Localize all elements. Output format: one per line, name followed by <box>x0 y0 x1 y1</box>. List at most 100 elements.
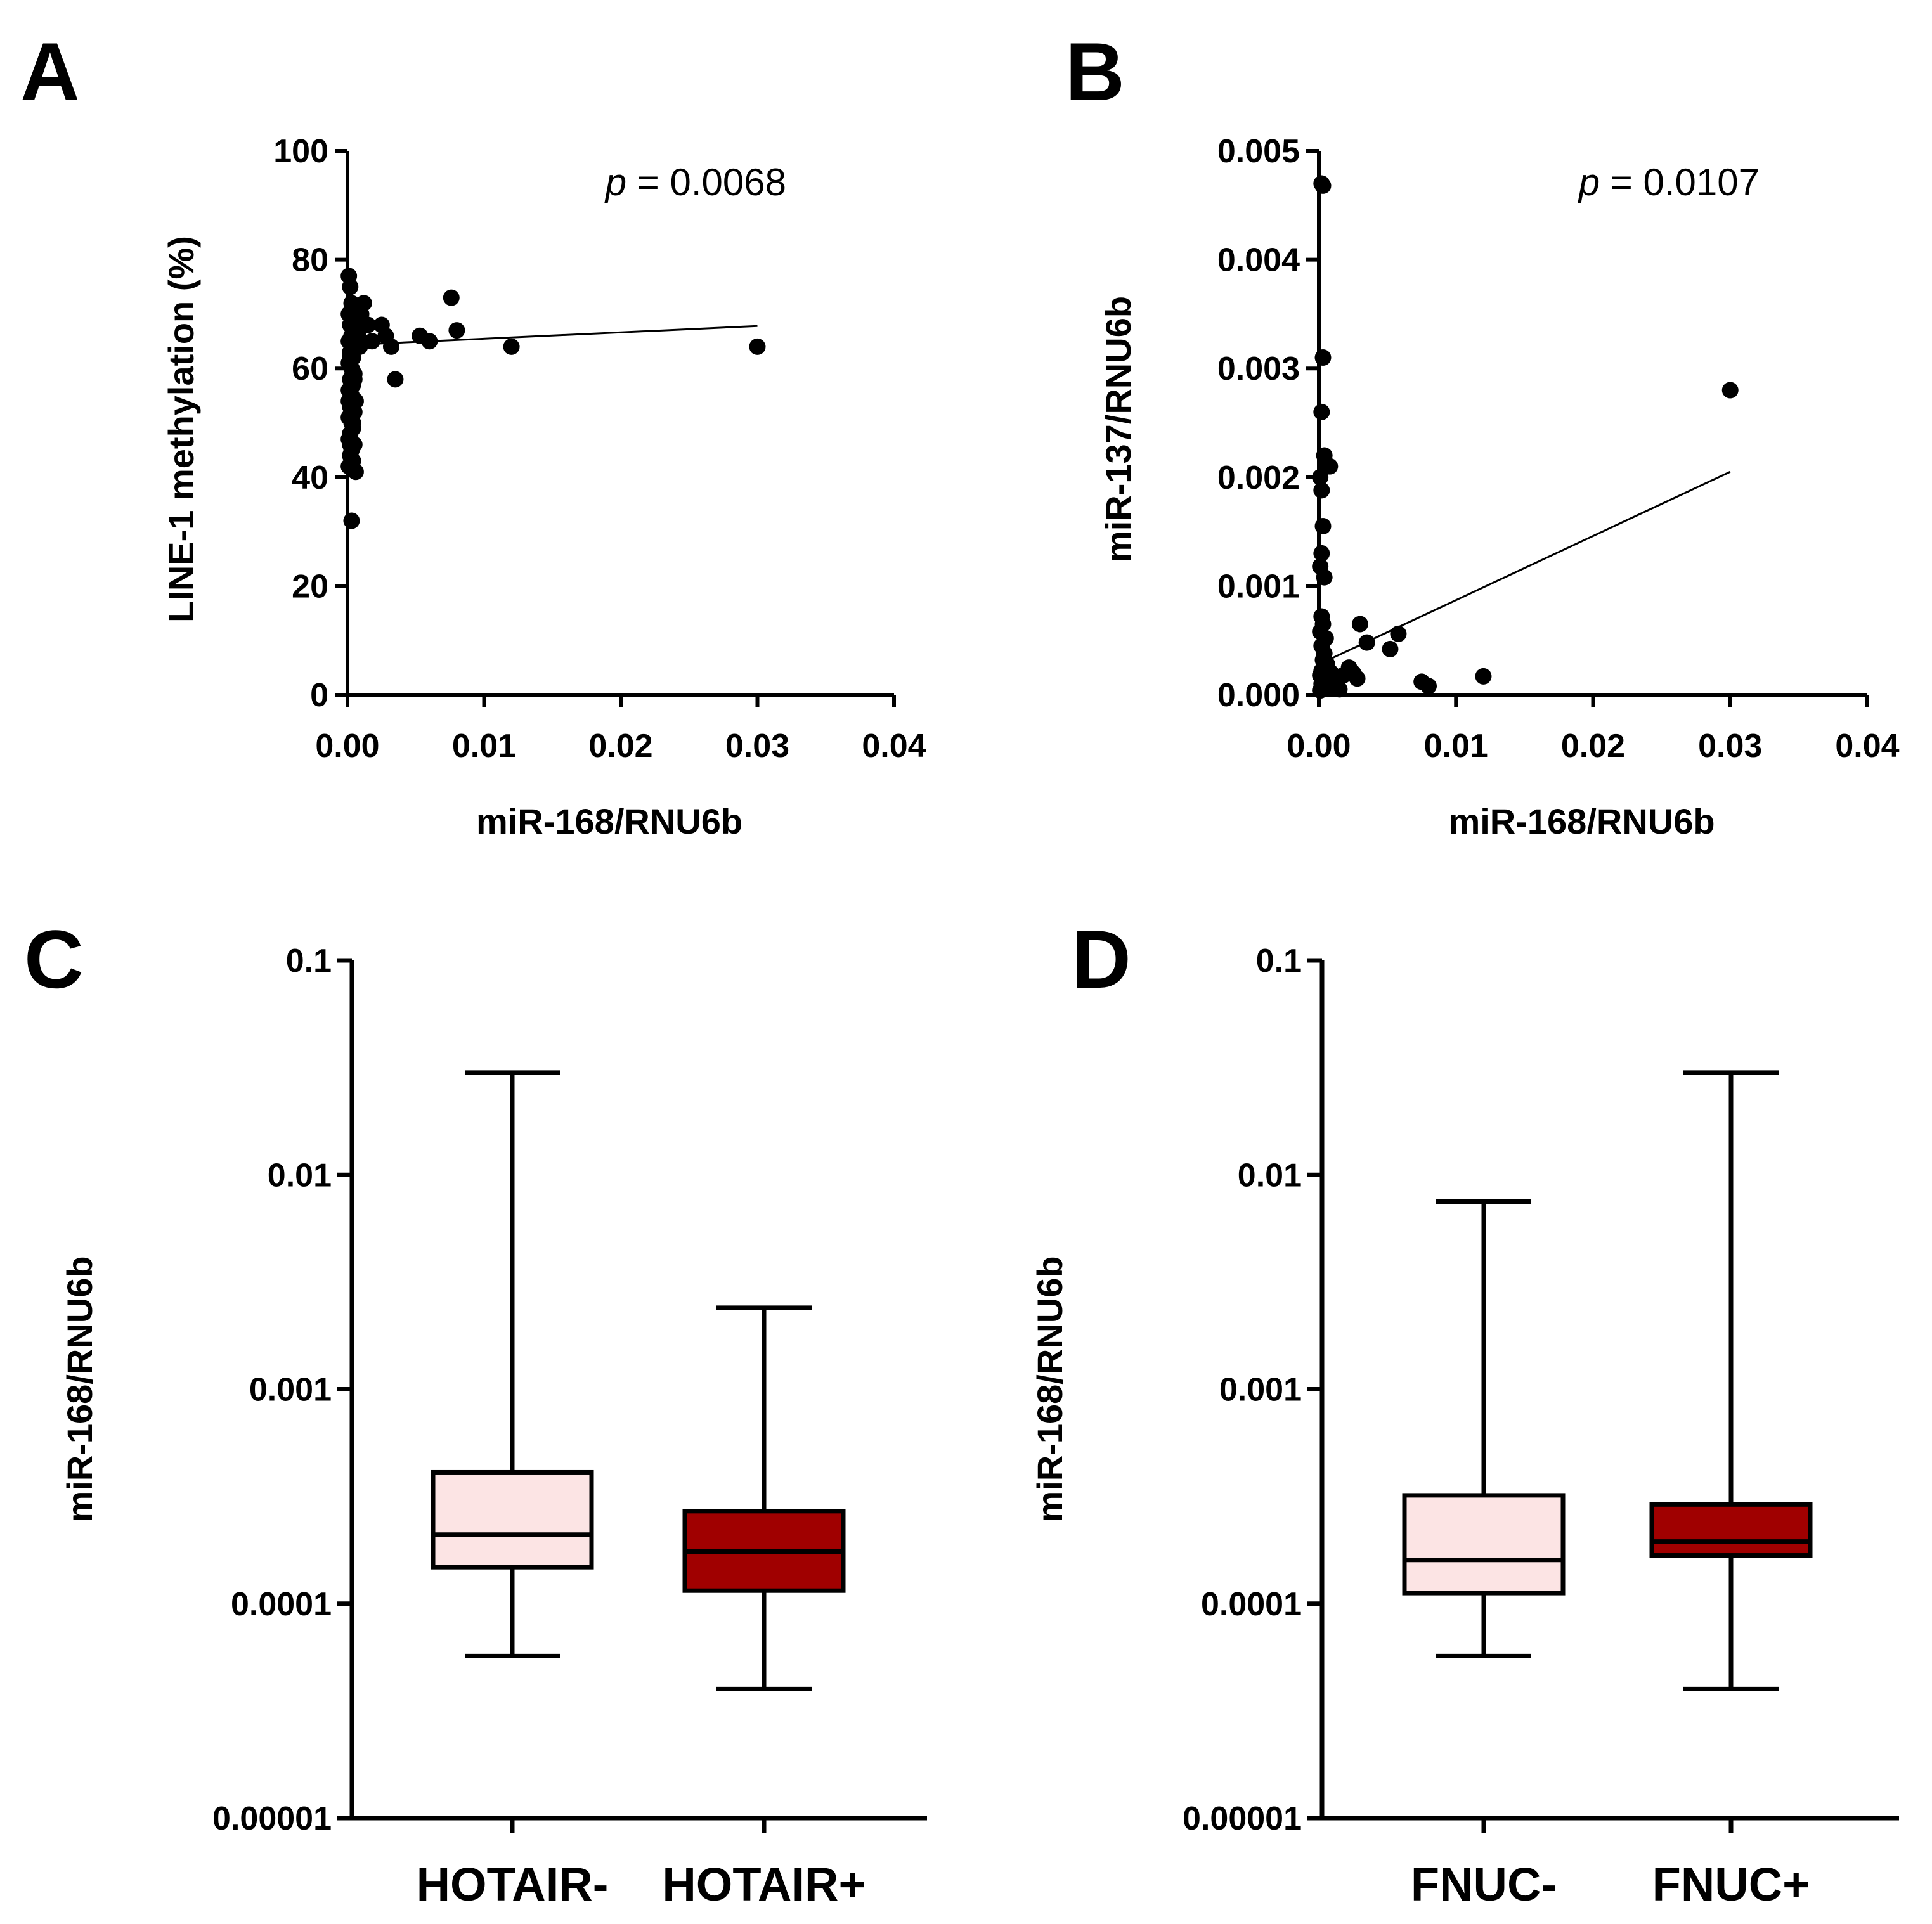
box-fnuc-: FNUC- <box>1402 1199 1566 1911</box>
scatter-point <box>1313 403 1330 420</box>
y-tick-label: 0.1 <box>286 943 332 979</box>
category-label: HOTAIR+ <box>662 1858 866 1911</box>
y-tick-label: 40 <box>292 460 328 496</box>
panel-letter-a: A <box>20 25 80 118</box>
y-tick-label: 0.000 <box>1217 677 1300 714</box>
x-axis-title: miR-168/RNU6b <box>476 801 742 841</box>
y-axis-title: LINE-1 methylation (%) <box>161 236 201 623</box>
scatter-point <box>1313 545 1330 562</box>
box-iqr <box>1402 1493 1566 1596</box>
panel-d: D 0.00001 0.0001 0.001 0.01 0.1 miR-168/RNU6b F… <box>1030 913 1899 1911</box>
regression-line <box>1318 470 1731 666</box>
y-tick-label: 0.00001 <box>212 1800 332 1837</box>
x-axis-title: miR-168/RNU6b <box>1448 801 1715 841</box>
y-axis-title: miR-168/RNU6b <box>60 1256 100 1522</box>
y-tick-label: 0.001 <box>249 1372 332 1409</box>
scatter-point <box>344 415 361 431</box>
y-tick-label: 0.01 <box>268 1157 332 1194</box>
y-tick-label: 0.002 <box>1217 460 1300 496</box>
scatter-point <box>1314 349 1332 366</box>
y-tick-label: 0.001 <box>1219 1372 1302 1409</box>
scatter-point <box>1382 640 1399 657</box>
box-iqr <box>431 1469 594 1570</box>
scatter-point <box>1314 518 1332 535</box>
box-hotair-: HOTAIR+ <box>662 1305 866 1911</box>
category-label: FNUC- <box>1411 1858 1557 1911</box>
y-axis-title: miR-168/RNU6b <box>1030 1256 1070 1522</box>
panel-a: A 0 20 40 60 80 100 0.00 0.01 0.02 0.03 0.04 miR-168… <box>20 25 926 841</box>
scatter-point <box>749 338 766 355</box>
scatter-point <box>387 371 404 388</box>
y-axis-title: miR-137/RNU6b <box>1098 296 1138 562</box>
scatter-point <box>360 316 377 333</box>
scatter-point <box>1313 482 1330 499</box>
scatter-point <box>346 371 363 388</box>
scatter-point <box>343 512 360 529</box>
scatter-point <box>342 436 359 453</box>
x-tick-label: 0.00 <box>1287 728 1351 765</box>
panel-letter-c: C <box>24 913 84 1005</box>
scatter-point <box>363 333 380 350</box>
y-tick-label: 0.003 <box>1217 351 1300 387</box>
panel-letter-b: B <box>1065 25 1125 118</box>
p-value-label: p = 0.0107 <box>1578 161 1760 203</box>
scatter-point <box>382 338 399 355</box>
x-tick-label: 0.02 <box>588 728 652 765</box>
scatter-point <box>347 463 364 481</box>
scatter-point <box>1312 468 1329 486</box>
scatter-point <box>1312 682 1329 699</box>
regression-line <box>347 325 758 346</box>
x-tick-label: 0.02 <box>1561 728 1625 765</box>
panel-c: C 0.00001 0.0001 0.001 0.01 0.1 miR-168/RNU6b H… <box>24 913 927 1911</box>
y-tick-label: 0.01 <box>1238 1157 1302 1194</box>
y-tick-label: 20 <box>292 568 328 605</box>
scatter-point <box>1390 625 1407 642</box>
scatter-point <box>1475 668 1492 685</box>
y-tick-label: 0 <box>310 677 328 714</box>
category-label: FNUC+ <box>1652 1858 1810 1911</box>
y-tick-label: 80 <box>292 242 328 279</box>
scatter-point <box>340 392 358 410</box>
p-symbol: p <box>1578 161 1600 203</box>
scatter-point <box>1331 681 1348 698</box>
x-tick-label: 0.04 <box>862 728 926 765</box>
p-symbol: p <box>604 161 626 203</box>
y-tick-label: 60 <box>292 351 328 387</box>
scatter-point <box>1351 616 1368 633</box>
scatter-point <box>1721 382 1739 399</box>
panel-letter-d: D <box>1072 913 1131 1005</box>
scatter-point <box>355 295 372 312</box>
y-tick-label: 0.005 <box>1217 133 1300 170</box>
scatter-point <box>1316 569 1333 586</box>
scatter-point <box>503 338 520 355</box>
scatter-point <box>448 322 465 339</box>
y-tick-label: 0.0001 <box>231 1586 332 1623</box>
scatter-point <box>1349 670 1366 687</box>
y-tick-label: 0.001 <box>1217 568 1300 605</box>
p-value-text: = 0.0107 <box>1600 161 1760 203</box>
scatter-point <box>342 278 359 295</box>
p-value-label: p = 0.0068 <box>604 161 786 203</box>
box-fnuc-: FNUC+ <box>1649 1070 1813 1911</box>
scatter-point <box>1358 634 1375 651</box>
scatter-point <box>342 349 359 366</box>
x-tick-label: 0.03 <box>1698 728 1762 765</box>
scatter-point <box>1420 678 1437 695</box>
scatter-point <box>1314 177 1332 194</box>
scatter-point <box>443 289 460 306</box>
y-tick-label: 0.00001 <box>1183 1800 1302 1837</box>
p-value-text: = 0.0068 <box>626 161 786 203</box>
y-tick-label: 0.1 <box>1256 943 1302 979</box>
category-label: HOTAIR- <box>417 1858 609 1911</box>
y-tick-label: 100 <box>273 133 328 170</box>
y-tick-label: 0.0001 <box>1201 1586 1302 1623</box>
box-hotair-: HOTAIR- <box>417 1070 609 1911</box>
x-tick-label: 0.03 <box>725 728 789 765</box>
panel-b: B 0.000 0.001 0.002 0.003 0.004 0.005 0.00 0.01 0… <box>1065 25 1900 841</box>
box-iqr <box>1649 1502 1813 1558</box>
x-tick-label: 0.01 <box>452 728 516 765</box>
x-tick-label: 0.01 <box>1424 728 1488 765</box>
scatter-point <box>421 333 438 350</box>
